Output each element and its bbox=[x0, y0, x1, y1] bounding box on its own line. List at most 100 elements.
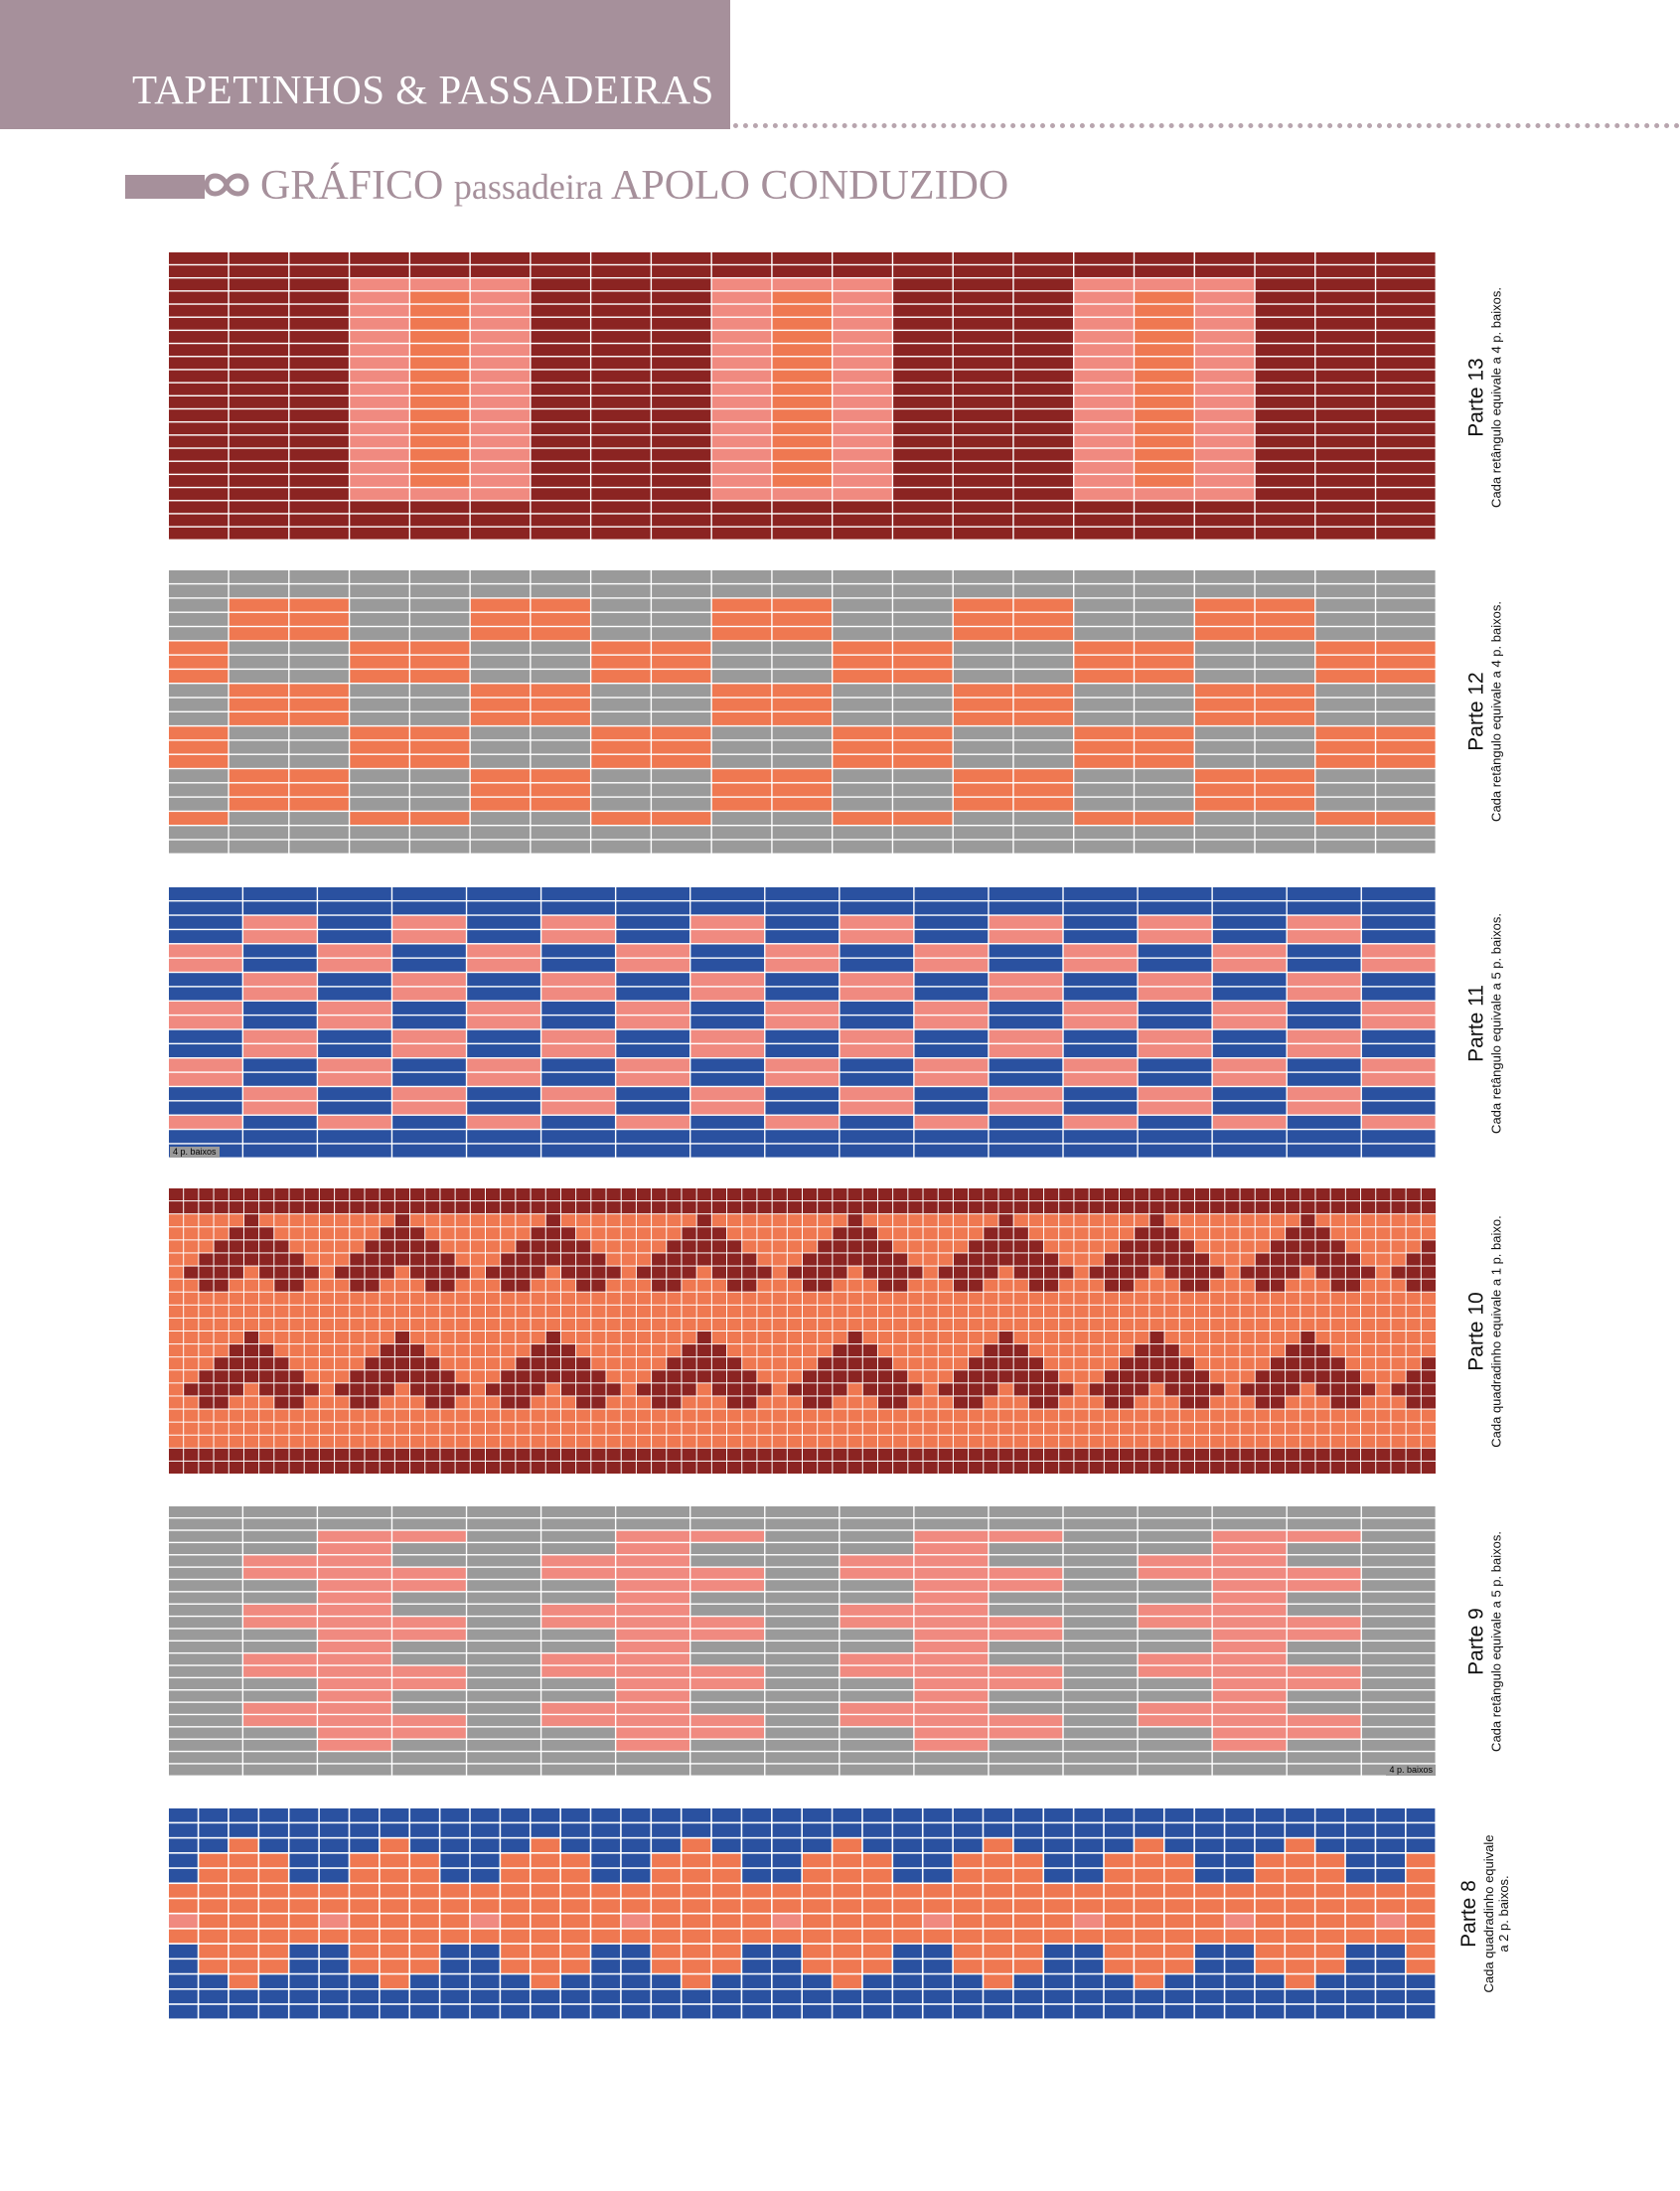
grid-cell bbox=[765, 1044, 840, 1058]
grid-cell bbox=[1345, 1944, 1375, 1958]
grid-cell bbox=[616, 1044, 690, 1058]
grid-cell bbox=[1063, 1518, 1138, 1530]
grid-cell bbox=[1135, 641, 1194, 655]
grid-cell bbox=[652, 461, 711, 474]
grid-cell bbox=[380, 1944, 409, 1958]
grid-cell bbox=[289, 1974, 319, 1988]
grid-cell bbox=[440, 1929, 470, 1944]
grid-cell bbox=[818, 1201, 833, 1214]
grid-cell bbox=[1179, 1344, 1194, 1357]
grid-cell bbox=[803, 1808, 832, 1822]
grid-cell bbox=[953, 1214, 969, 1227]
grid-cell bbox=[1287, 1653, 1361, 1665]
grid-cell bbox=[531, 1305, 545, 1318]
grid-cell bbox=[1149, 1344, 1164, 1357]
grid-cell bbox=[1179, 1292, 1194, 1305]
grid-cell bbox=[318, 1702, 391, 1714]
grid-cell bbox=[833, 2004, 862, 2019]
grid-cell bbox=[818, 1227, 833, 1240]
grid-cell bbox=[560, 1944, 590, 1958]
grid-cell bbox=[772, 612, 832, 626]
grid-cell bbox=[350, 1370, 365, 1383]
grid-cell bbox=[989, 944, 1063, 958]
grid-cell bbox=[1376, 1853, 1406, 1868]
grid-cell bbox=[470, 1331, 485, 1344]
grid-cell bbox=[545, 1409, 560, 1422]
grid-cell bbox=[1406, 1959, 1436, 1973]
grid-cell bbox=[772, 291, 832, 304]
grid-cell bbox=[765, 915, 840, 929]
grid-cell bbox=[893, 370, 953, 383]
grid-cell bbox=[772, 1214, 787, 1227]
grid-cell bbox=[742, 1808, 772, 1822]
grid-cell bbox=[711, 1422, 727, 1435]
grid-cell bbox=[1391, 1448, 1406, 1461]
grid-cell bbox=[742, 1853, 772, 1868]
grid-cell bbox=[616, 1678, 690, 1690]
grid-cell bbox=[652, 501, 711, 514]
grid-cell bbox=[1135, 514, 1194, 527]
grid-cell bbox=[893, 475, 953, 487]
grid-cell bbox=[318, 944, 391, 958]
grid-cell bbox=[1406, 1292, 1421, 1305]
grid-cell bbox=[765, 1101, 840, 1115]
grid-cell bbox=[467, 1739, 540, 1751]
grid-cell bbox=[229, 1370, 243, 1383]
grid-cell bbox=[953, 840, 1013, 854]
grid-cell bbox=[953, 612, 1013, 626]
grid-cell bbox=[1210, 1266, 1225, 1279]
grid-cell bbox=[1225, 1868, 1255, 1883]
grid-cell bbox=[531, 1899, 560, 1913]
grid-cell bbox=[1315, 1944, 1345, 1958]
grid-cell bbox=[455, 1331, 470, 1344]
grid-cell bbox=[727, 1279, 742, 1292]
grid-cell bbox=[711, 370, 772, 383]
grid-cell bbox=[394, 1461, 410, 1474]
grid-cell bbox=[531, 826, 590, 840]
grid-cell bbox=[914, 944, 989, 958]
grid-cell bbox=[682, 1227, 696, 1240]
grid-cell bbox=[440, 1357, 455, 1370]
grid-cell bbox=[1270, 1370, 1286, 1383]
grid-cell bbox=[1270, 1292, 1286, 1305]
grid-cell bbox=[953, 1305, 969, 1318]
grid-cell bbox=[765, 1629, 840, 1641]
grid-cell bbox=[410, 1448, 425, 1461]
grid-cell bbox=[576, 1292, 591, 1305]
grid-cell bbox=[591, 1808, 621, 1822]
grid-cell bbox=[1059, 1422, 1074, 1435]
chart-parte-8 bbox=[169, 1808, 1437, 2020]
grid-cell bbox=[1406, 1188, 1421, 1201]
grid-cell bbox=[908, 1279, 923, 1292]
grid-cell bbox=[169, 1642, 242, 1652]
grid-cell bbox=[1164, 1201, 1179, 1214]
grid-cell bbox=[501, 1188, 516, 1201]
grid-cell bbox=[1074, 304, 1134, 317]
grid-cell bbox=[169, 370, 229, 383]
grid-cell bbox=[1138, 901, 1212, 915]
grid-cell bbox=[711, 1944, 741, 1958]
grid-cell bbox=[169, 514, 229, 527]
grid-cell bbox=[833, 1422, 847, 1435]
grid-cell bbox=[923, 1383, 938, 1396]
grid-cell bbox=[1406, 1214, 1421, 1227]
grid-cell bbox=[516, 1383, 531, 1396]
grid-cell bbox=[380, 1974, 409, 1988]
grid-cell bbox=[1194, 2004, 1224, 2019]
grid-cell bbox=[711, 1974, 741, 1988]
grid-cell bbox=[1210, 1201, 1225, 1214]
grid-cell bbox=[1255, 1331, 1270, 1344]
grid-cell bbox=[818, 1357, 833, 1370]
grid-cell bbox=[259, 1318, 274, 1330]
grid-cell bbox=[690, 1727, 765, 1739]
grid-cell bbox=[169, 1370, 184, 1383]
grid-cell bbox=[560, 1240, 576, 1253]
grid-cell bbox=[591, 501, 651, 514]
grid-cell bbox=[455, 1435, 470, 1448]
grid-cell bbox=[365, 1240, 380, 1253]
grid-cell bbox=[259, 1808, 288, 1822]
grid-cell bbox=[470, 422, 531, 435]
grid-parte-10 bbox=[169, 1188, 1436, 1474]
grid-cell bbox=[1164, 1448, 1179, 1461]
grid-cell bbox=[350, 409, 409, 421]
